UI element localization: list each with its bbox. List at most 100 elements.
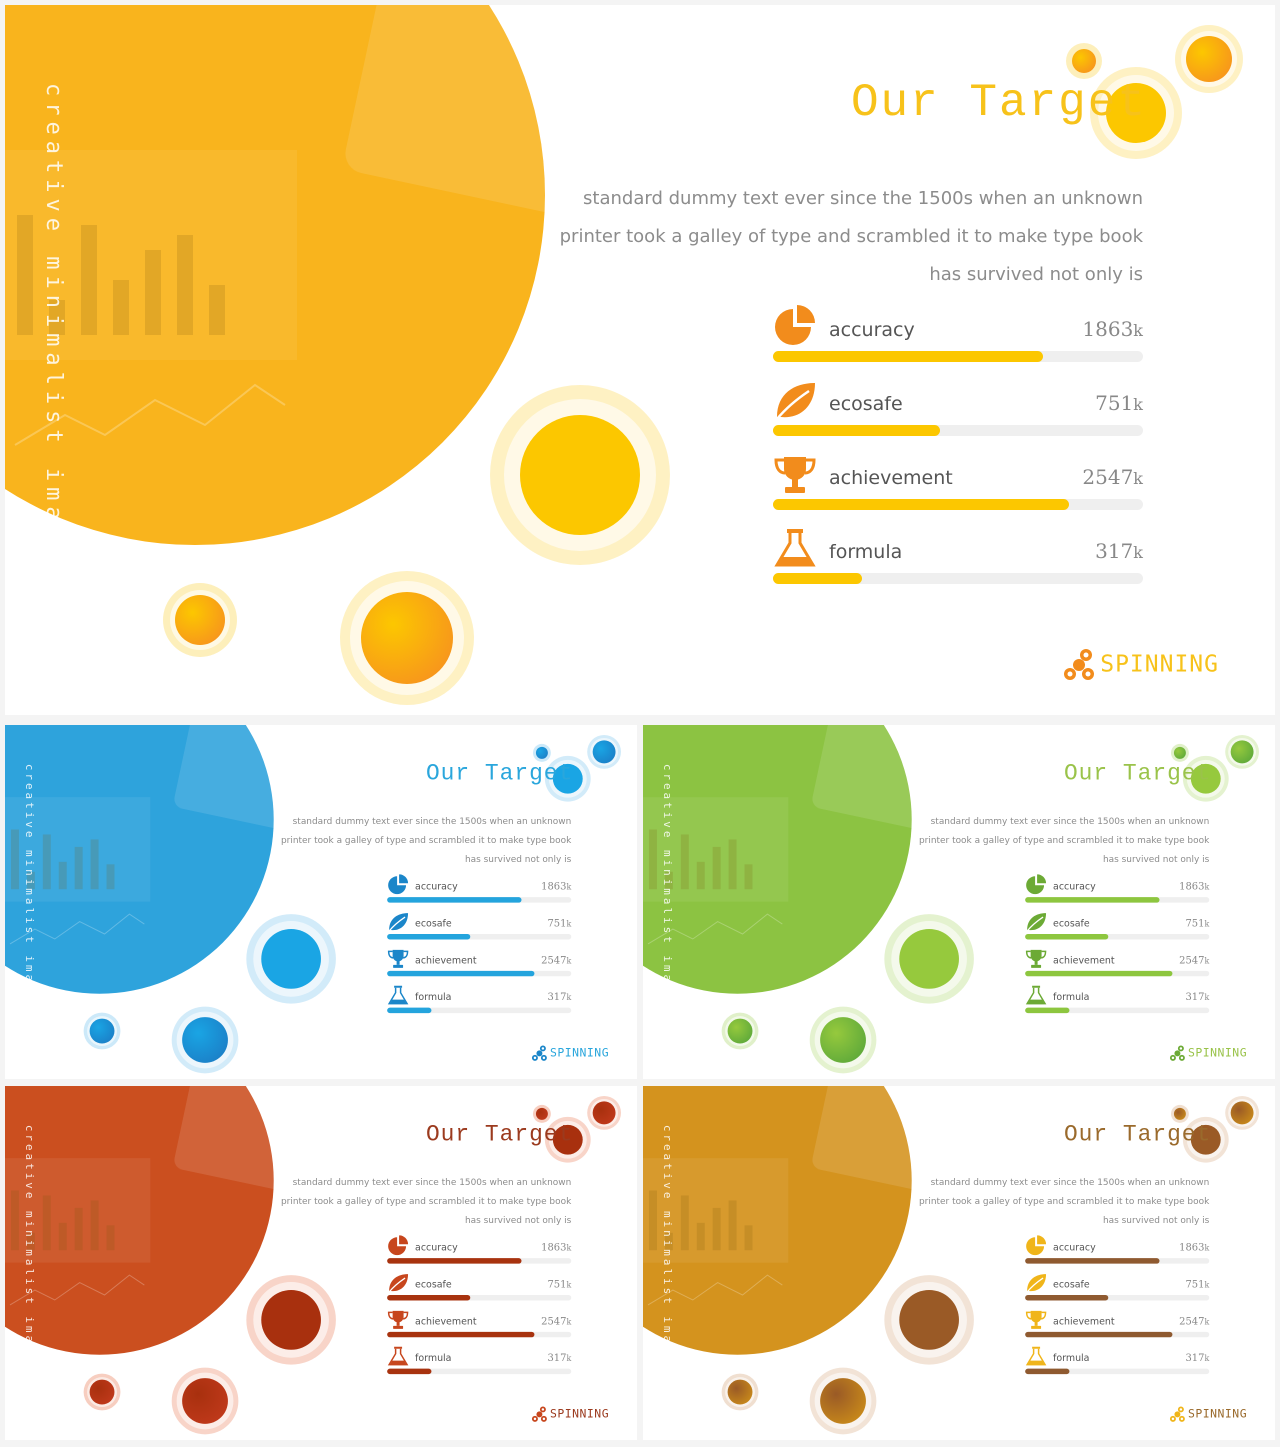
description: standard dummy text ever since the 1500s… bbox=[560, 180, 1143, 294]
description-line: standard dummy text ever since the 1500s… bbox=[292, 1177, 572, 1188]
stat-label: formula bbox=[415, 991, 452, 1003]
bubble bbox=[727, 1018, 753, 1044]
page-title: Our Target bbox=[1063, 1121, 1212, 1148]
progress-track bbox=[1025, 1331, 1210, 1338]
progress-fill bbox=[1025, 970, 1173, 977]
stat-value: 751k bbox=[1095, 391, 1143, 415]
stat-row-achievement: achievement 2547k bbox=[1025, 1309, 1210, 1339]
progress-track bbox=[387, 970, 572, 977]
brand-logo: SPINNING bbox=[531, 1406, 609, 1423]
vertical-caption: creative minimalist image layout bbox=[41, 83, 66, 699]
stat-value: 2547k bbox=[1082, 465, 1143, 489]
stat-value: 2547k bbox=[541, 1314, 572, 1327]
photo-bar bbox=[664, 1232, 673, 1251]
bubble bbox=[89, 1018, 115, 1044]
photo-circle bbox=[643, 725, 912, 994]
bubble bbox=[727, 1379, 753, 1405]
bubble bbox=[899, 929, 959, 989]
photo-bars bbox=[10, 829, 115, 890]
stat-row-formula: formula 317k bbox=[387, 1346, 572, 1376]
flask-icon bbox=[1025, 1346, 1047, 1370]
photo-overlay bbox=[643, 725, 943, 902]
bubble bbox=[899, 1290, 959, 1350]
progress-fill bbox=[773, 573, 862, 584]
leaf-icon bbox=[1025, 1272, 1047, 1296]
progress-track bbox=[1025, 1258, 1210, 1264]
photo-bar bbox=[49, 300, 65, 335]
stat-row-achievement: achievement 2547k bbox=[387, 1309, 572, 1339]
photo-bar bbox=[744, 864, 753, 890]
stat-value: 2547k bbox=[1179, 953, 1210, 966]
trophy-icon bbox=[773, 453, 817, 502]
bubble bbox=[361, 592, 453, 684]
photo-bar bbox=[680, 1195, 689, 1251]
bubble bbox=[1186, 36, 1232, 82]
stat-label: achievement bbox=[1053, 954, 1115, 966]
trophy-icon bbox=[1025, 948, 1047, 972]
photo-overlay bbox=[5, 5, 607, 360]
description-line: has survived not only is bbox=[929, 264, 1143, 285]
progress-track bbox=[387, 1007, 572, 1014]
photo-bar bbox=[744, 1225, 753, 1251]
photo-bar bbox=[648, 829, 657, 890]
spinner-icon bbox=[532, 1406, 547, 1422]
photo-bar bbox=[58, 861, 67, 890]
bubble bbox=[1106, 83, 1166, 143]
page-title: Our Target bbox=[850, 77, 1147, 129]
stat-row-formula: formula 317k bbox=[387, 985, 572, 1015]
progress-fill bbox=[387, 1368, 432, 1375]
photo-bar bbox=[26, 1232, 35, 1251]
photo-bar bbox=[113, 280, 129, 335]
stat-label: achievement bbox=[829, 467, 953, 489]
stat-label: accuracy bbox=[1053, 881, 1096, 893]
photo-bar bbox=[10, 829, 19, 890]
bubble bbox=[175, 595, 225, 645]
description-line: printer took a galley of type and scramb… bbox=[918, 834, 1210, 846]
photo-bar bbox=[58, 1222, 67, 1251]
leaf-icon bbox=[387, 911, 409, 935]
brand-logo: SPINNING bbox=[531, 1045, 609, 1062]
stat-row-formula: formula 317k bbox=[1025, 985, 1210, 1015]
pie-chart-icon bbox=[1025, 874, 1047, 898]
progress-fill bbox=[1025, 1368, 1070, 1375]
brand-name: SPINNING bbox=[1187, 1407, 1248, 1421]
stat-value: 1863k bbox=[1179, 1241, 1210, 1254]
stat-row-accuracy: accuracy 1863k bbox=[387, 1235, 572, 1265]
progress-track bbox=[773, 425, 1143, 436]
flask-icon bbox=[773, 527, 817, 576]
bubble bbox=[552, 763, 583, 794]
photo-bar bbox=[106, 1225, 115, 1251]
bubble bbox=[89, 1379, 115, 1405]
bubble bbox=[1230, 1101, 1254, 1125]
stat-label: accuracy bbox=[829, 319, 915, 341]
trophy-icon bbox=[387, 948, 409, 972]
photo-bar bbox=[728, 839, 737, 890]
brand-logo: SPINNING bbox=[1062, 648, 1219, 682]
bubble bbox=[1190, 763, 1221, 794]
progress-track bbox=[387, 1331, 572, 1338]
photo-bar bbox=[145, 250, 161, 335]
stat-row-accuracy: accuracy 1863k bbox=[387, 874, 572, 904]
stat-label: achievement bbox=[415, 954, 477, 966]
stat-row-formula: formula 317k bbox=[773, 527, 1143, 587]
photo-bars bbox=[17, 215, 225, 335]
photo-bar bbox=[696, 1222, 705, 1251]
stat-label: formula bbox=[415, 1352, 452, 1364]
brand-name: SPINNING bbox=[1100, 651, 1219, 678]
progress-fill bbox=[1025, 1331, 1173, 1338]
bubble bbox=[552, 1124, 583, 1155]
description: standard dummy text ever since the 1500s… bbox=[919, 812, 1209, 869]
leaf-icon bbox=[387, 1272, 409, 1296]
description-line: standard dummy text ever since the 1500s… bbox=[292, 816, 572, 827]
stat-value: 317k bbox=[547, 990, 572, 1003]
stat-label: accuracy bbox=[415, 1242, 458, 1254]
stat-row-accuracy: accuracy 1863k bbox=[1025, 874, 1210, 904]
stat-label: formula bbox=[1053, 991, 1090, 1003]
description-line: has survived not only is bbox=[464, 1214, 572, 1226]
photo-bar bbox=[74, 1207, 83, 1251]
photo-bar bbox=[74, 846, 83, 890]
photo-circle bbox=[5, 725, 274, 994]
stat-value: 1863k bbox=[1082, 317, 1143, 341]
stat-value: 1863k bbox=[1179, 880, 1210, 893]
progress-track bbox=[1025, 1294, 1210, 1301]
